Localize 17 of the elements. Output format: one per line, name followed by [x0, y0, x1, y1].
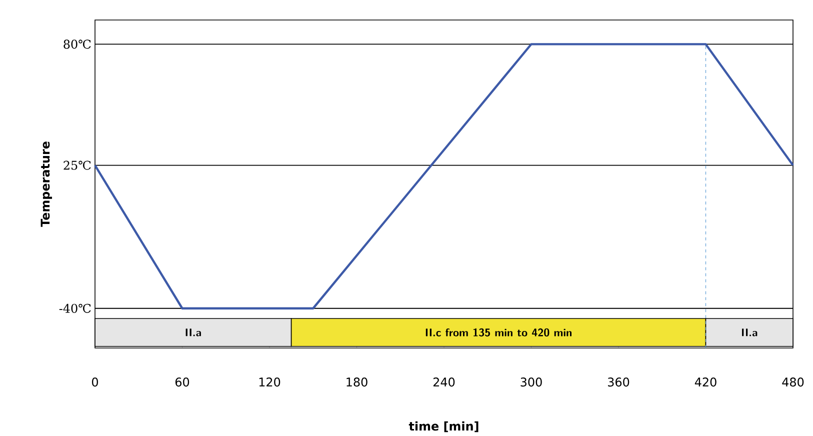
x-tick-label: 300 — [520, 378, 542, 387]
band-label: II.a — [186, 328, 201, 336]
y-tick-label: -40℃ — [59, 304, 91, 313]
x-tick-label: 360 — [608, 378, 630, 387]
x-tick-label: 240 — [433, 378, 455, 387]
band-label: II.a — [742, 328, 758, 336]
band-label: II.c from 135 min to 420 min — [426, 328, 572, 336]
x-tick-label: 420 — [694, 378, 716, 387]
x-tick-label: 120 — [259, 378, 280, 387]
y-tick-label: 80℃ — [64, 40, 91, 49]
x-tick-label: 180 — [346, 378, 368, 387]
x-tick-label: 0 — [92, 378, 98, 387]
x-tick-label: 60 — [175, 378, 190, 387]
x-axis-title: time [min] — [408, 421, 478, 432]
y-axis-title: Temperature — [40, 142, 52, 227]
y-tick-label: 25℃ — [64, 160, 91, 170]
x-tick-label: 480 — [782, 378, 804, 387]
